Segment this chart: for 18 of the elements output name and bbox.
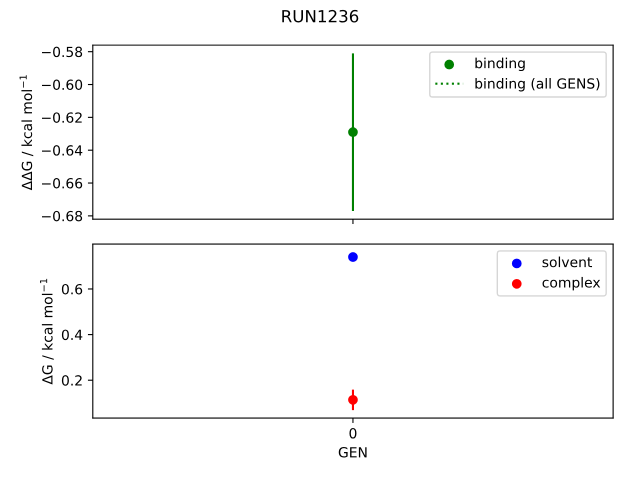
y-tick-label: 0.2 [62,375,82,386]
legend-label: binding (all GENS) [475,78,600,92]
y-axis-title: ΔG / kcal mol$^{−1}$ [40,278,54,384]
y-tick-label: −0.58 [42,46,82,58]
legend-label: binding [475,58,525,72]
y-axis-title: ΔΔG / kcal mol$^{−1}$ [20,75,34,190]
x-axis-title: GEN [338,447,367,458]
x-tick-label: 0 [349,428,356,439]
y-tick-label: 0.4 [62,330,82,340]
y-tick-label: −0.68 [42,210,82,222]
y-tick-label: −0.66 [42,178,82,189]
chart-title: RUN1236 [282,10,358,22]
y-tick-label: 0.6 [62,284,82,294]
y-tick-label: −0.62 [42,112,82,123]
y-tick-label: −0.60 [42,79,82,90]
legend-label: solvent [542,256,592,268]
legend-label: complex [542,276,600,290]
y-tick-label: −0.64 [42,145,82,156]
